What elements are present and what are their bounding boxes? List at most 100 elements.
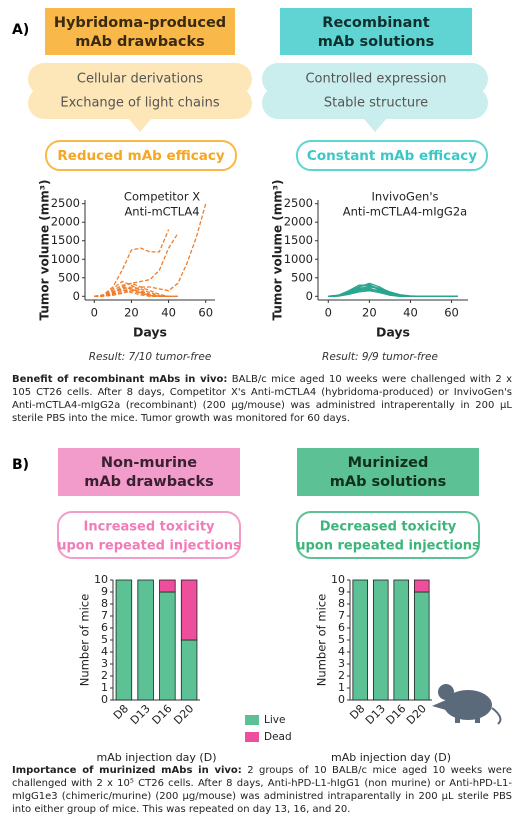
y-tick-label: 6 <box>338 621 345 634</box>
chart-title: Competitor X <box>124 190 200 204</box>
bar <box>372 579 389 701</box>
bar <box>115 579 133 701</box>
header: mAb drawbacks <box>84 474 214 490</box>
caption-text: BALB/c mice aged 10 weeks were challenge… <box>12 374 513 424</box>
bar <box>413 591 430 701</box>
y-tick-label: 2000 <box>284 215 313 229</box>
item: Stable structure <box>324 96 428 111</box>
y-axis-label: Tumor volume (mm³) <box>38 179 52 320</box>
y-tick-label: 500 <box>58 270 80 284</box>
x-tick-label: 60 <box>444 306 459 320</box>
header-box <box>297 448 479 496</box>
y-tick-label: 3 <box>101 657 108 670</box>
y-tick-label: 8 <box>338 597 345 610</box>
header: mAb solutions <box>318 34 434 50</box>
chart-title: Anti-mCTLA4 <box>124 205 199 219</box>
x-tick-label: 0 <box>91 306 98 320</box>
header: Non-murine <box>101 455 197 471</box>
y-tick-label: 8 <box>101 597 108 610</box>
result: Result: 7/10 tumor-free <box>89 351 212 363</box>
series-line <box>94 232 179 297</box>
y-tick-label: 1000 <box>51 252 80 266</box>
x-axis-label: Days <box>376 325 410 340</box>
y-tick-label: 2500 <box>51 196 80 210</box>
y-axis-label: Number of mice <box>78 594 92 686</box>
mouse-icon <box>432 684 502 725</box>
x-tick-label: D16 <box>150 702 175 727</box>
y-tick-label: 2500 <box>284 196 313 210</box>
x-tick-label: D20 <box>171 702 196 727</box>
y-tick-label: 7 <box>338 609 345 622</box>
header: mAb drawbacks <box>75 34 205 50</box>
cloud-pointer <box>363 118 387 132</box>
y-tick-label: 3 <box>338 657 345 670</box>
caption-lead: Benefit of recombinant mAbs in vivo: <box>12 374 228 385</box>
header-box <box>280 8 472 55</box>
y-tick-label: 4 <box>101 645 108 658</box>
y-axis-label: Tumor volume (mm³) <box>271 179 285 320</box>
caption-text: 2 groups of 10 BALB/c mice aged 10 weeks… <box>12 765 512 815</box>
legend-swatch <box>245 715 259 725</box>
x-axis-label: Days <box>133 325 167 340</box>
x-tick-label: D13 <box>128 702 153 727</box>
bar <box>413 579 430 593</box>
y-tick-label: 2 <box>101 669 108 682</box>
outcome-box <box>296 140 488 171</box>
bar <box>159 579 176 593</box>
caption: Benefit of recombinant mAbs in vivo: BAL… <box>12 373 512 425</box>
legend-label: Dead <box>264 731 292 743</box>
y-tick-label: 4 <box>338 645 345 658</box>
y-tick-label: 0 <box>306 289 313 303</box>
legend-label: Live <box>264 714 285 726</box>
y-tick-label: 6 <box>101 621 108 634</box>
series-line <box>94 229 170 297</box>
y-tick-label: 1000 <box>284 252 313 266</box>
outcome: upon repeated injections <box>296 539 480 554</box>
chart-title: InvivoGen's <box>372 190 439 204</box>
cloud-pointer <box>128 118 152 132</box>
bar <box>180 639 198 701</box>
x-tick-label: D16 <box>383 702 408 727</box>
x-tick-label: 40 <box>403 306 418 320</box>
series-line <box>94 286 169 297</box>
header: Murinized <box>348 455 429 471</box>
legend-swatch <box>245 732 259 742</box>
y-tick-label: 2 <box>338 669 345 682</box>
x-axis-label: mAb injection day (D) <box>97 751 217 764</box>
panel-label: A) <box>12 22 29 38</box>
x-tick-label: 20 <box>124 306 139 320</box>
cloud <box>262 87 488 119</box>
outcome-box <box>296 511 480 559</box>
x-tick-label: 40 <box>161 306 176 320</box>
outcome-box <box>57 511 241 559</box>
y-tick-label: 1 <box>338 681 345 694</box>
y-tick-label: 9 <box>338 585 345 598</box>
outcome-box <box>45 140 237 171</box>
header: Hybridoma-produced <box>54 15 226 31</box>
outcome: Reduced mAb efficacy <box>57 148 225 164</box>
x-tick-label: D20 <box>404 702 429 727</box>
y-tick-label: 10 <box>331 573 345 586</box>
outcome: upon repeated injections <box>57 539 241 554</box>
series-line <box>328 288 458 297</box>
header-box <box>58 448 240 496</box>
y-tick-label: 0 <box>338 693 345 706</box>
y-tick-label: 0 <box>101 693 108 706</box>
bar <box>352 579 369 701</box>
item: Cellular derivations <box>77 72 203 87</box>
header-box <box>45 8 235 55</box>
outcome: Decreased toxicity <box>320 520 457 535</box>
result: Result: 9/9 tumor-free <box>322 351 438 363</box>
y-tick-label: 5 <box>101 633 108 646</box>
y-tick-label: 2000 <box>51 215 80 229</box>
bar <box>137 579 154 701</box>
x-tick-label: 0 <box>325 306 332 320</box>
caption-lead: Importance of murinized mAbs in vivo: <box>12 765 242 776</box>
header: Recombinant <box>322 15 429 31</box>
y-tick-label: 500 <box>291 270 313 284</box>
x-tick-label: 60 <box>198 306 213 320</box>
y-tick-label: 1500 <box>284 233 313 247</box>
bar <box>180 579 198 641</box>
